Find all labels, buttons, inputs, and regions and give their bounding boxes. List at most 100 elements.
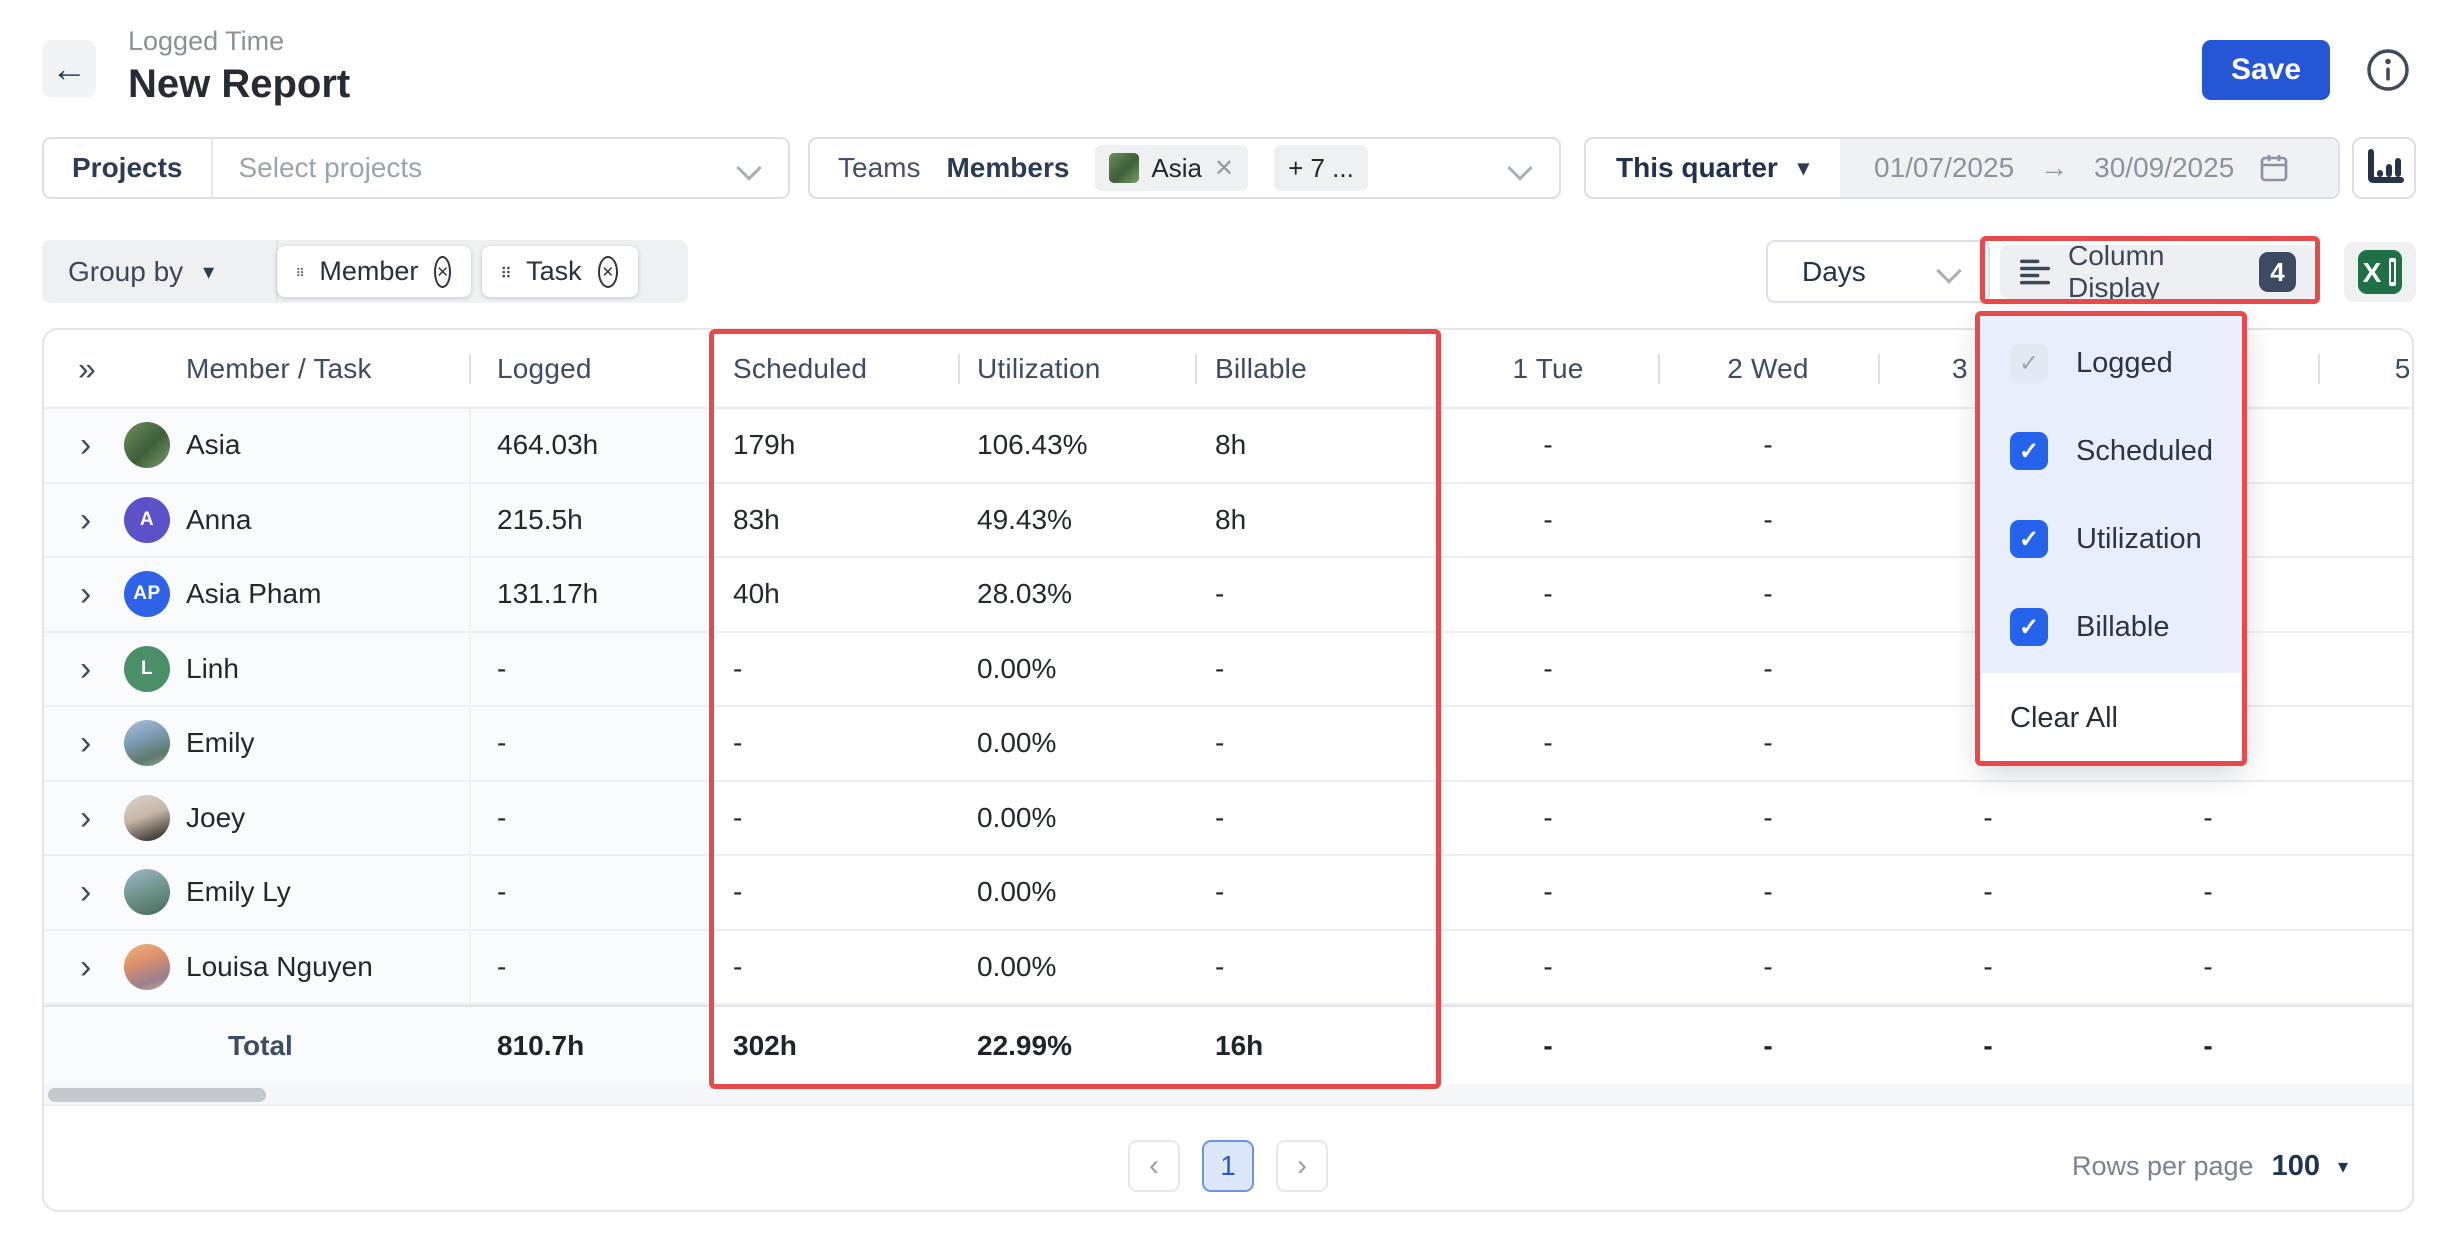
clear-all-button[interactable]: Clear All <box>1980 673 2244 763</box>
date-range-field[interactable]: 01/07/2025 → 30/09/2025 <box>1840 139 2338 197</box>
member-filter-chip[interactable]: Asia ✕ <box>1095 145 1249 191</box>
next-page-button[interactable]: › <box>1276 1140 1328 1192</box>
calendar-icon <box>2260 155 2288 182</box>
menu-item-logged[interactable]: Logged <box>1980 319 2244 407</box>
checkbox-scheduled[interactable] <box>2010 432 2048 470</box>
info-button[interactable] <box>2364 46 2412 94</box>
more-members-chip[interactable]: + 7 ... <box>1274 145 1368 191</box>
scrollbar-thumb[interactable] <box>48 1088 266 1102</box>
scheduled-value: 40h <box>733 578 780 610</box>
group-by-label: Group by <box>68 255 184 287</box>
table-row: › Asia 464.03h 179h 106.43% 8h - - - - <box>44 409 2412 484</box>
day-value: - <box>2203 950 2213 982</box>
day-value: - <box>1543 652 1553 684</box>
projects-filter[interactable]: Projects Select projects <box>42 137 790 199</box>
column-display-button[interactable]: Column Display 4 <box>2000 240 2316 303</box>
avatar: L <box>124 645 170 692</box>
day-value: - <box>1983 950 1993 982</box>
period-preset-label: This quarter <box>1616 152 1778 183</box>
expand-all-icon[interactable]: » <box>78 350 96 386</box>
members-tab[interactable]: Members <box>946 152 1070 183</box>
table-total-row: Total 810.7h 302h 22.99% 16h - - - - <box>44 1005 2412 1084</box>
save-button[interactable]: Save <box>2202 40 2330 100</box>
expand-row-icon[interactable]: › <box>80 500 92 539</box>
interval-value: Days <box>1802 256 1866 287</box>
checkbox-utilization[interactable] <box>2010 520 2048 558</box>
more-members-label: + 7 ... <box>1288 152 1354 183</box>
total-scheduled: 302h <box>733 1029 797 1061</box>
day-value: - <box>1763 727 1773 759</box>
group-chip-task[interactable]: Task ✕ <box>482 246 638 297</box>
day-value: - <box>1763 950 1773 982</box>
day-value: - <box>1763 801 1773 833</box>
current-page-button[interactable]: 1 <box>1202 1140 1254 1192</box>
logged-value: - <box>497 727 507 759</box>
expand-row-icon[interactable]: › <box>80 575 92 614</box>
expand-row-icon[interactable]: › <box>80 426 92 465</box>
total-day-value: - <box>1543 1029 1553 1061</box>
drag-handle-icon[interactable] <box>502 262 510 282</box>
svg-text:X: X <box>2363 257 2382 288</box>
expand-row-icon[interactable]: › <box>80 724 92 763</box>
scheduled-value: - <box>733 727 743 759</box>
billable-value: - <box>1215 801 1225 833</box>
column-header-billable: Billable <box>1215 352 1307 384</box>
day-value: - <box>1543 801 1553 833</box>
group-chip-member[interactable]: Member ✕ <box>277 246 471 297</box>
menu-item-billable[interactable]: Billable <box>1980 583 2244 671</box>
excel-icon: X <box>2358 250 2402 294</box>
caret-down-icon: ▾ <box>203 258 215 284</box>
day-value: - <box>1543 503 1553 535</box>
remove-group-task-icon[interactable]: ✕ <box>597 255 618 288</box>
chevron-down-icon <box>736 155 762 181</box>
back-button[interactable]: ← <box>42 40 96 98</box>
teams-tab[interactable]: Teams <box>838 152 921 183</box>
menu-item-label: Billable <box>2076 610 2170 643</box>
info-icon <box>2367 49 2409 91</box>
utilization-value: 0.00% <box>977 950 1057 982</box>
checkbox-logged[interactable] <box>2010 344 2048 382</box>
drag-handle-icon[interactable] <box>297 262 303 282</box>
rows-per-page-select[interactable]: Rows per page 100 ▾ <box>2072 1140 2348 1192</box>
interval-select[interactable]: Days <box>1766 240 1990 303</box>
divider <box>1658 354 1660 384</box>
expand-row-icon[interactable]: › <box>80 798 92 837</box>
column-header-logged: Logged <box>497 352 592 384</box>
total-utilization: 22.99% <box>977 1029 1072 1061</box>
remove-member-icon[interactable]: ✕ <box>1213 154 1235 182</box>
member-name: Linh <box>186 652 239 684</box>
total-label: Total <box>228 1029 293 1061</box>
total-day-value: - <box>1763 1029 1773 1061</box>
members-filter[interactable]: Teams Members Asia ✕ + 7 ... <box>808 137 1561 199</box>
table-row: › AP Asia Pham 131.17h 40h 28.03% - - - … <box>44 558 2412 633</box>
chart-view-button[interactable] <box>2352 137 2416 199</box>
menu-item-scheduled[interactable]: Scheduled <box>1980 407 2244 495</box>
day-value: - <box>1983 876 1993 908</box>
expand-row-icon[interactable]: › <box>80 873 92 912</box>
export-excel-button[interactable]: X <box>2344 242 2416 302</box>
column-header-day-1: 1 Tue <box>1512 352 1584 384</box>
caret-down-icon: ▾ <box>1797 155 1809 180</box>
avatar <box>124 943 170 990</box>
checkbox-billable[interactable] <box>2010 608 2048 646</box>
rows-per-page-value: 100 <box>2271 1149 2320 1182</box>
period-preset-select[interactable]: This quarter ▾ <box>1586 139 1840 197</box>
day-value: - <box>1543 876 1553 908</box>
column-display-icon <box>2020 259 2050 285</box>
menu-item-utilization[interactable]: Utilization <box>1980 495 2244 583</box>
utilization-value: 0.00% <box>977 801 1057 833</box>
column-header-utilization: Utilization <box>977 352 1101 384</box>
expand-row-icon[interactable]: › <box>80 649 92 688</box>
report-type-subtitle: Logged Time <box>128 26 285 56</box>
member-name: Asia Pham <box>186 578 322 610</box>
total-day-value: - <box>2203 1029 2213 1061</box>
expand-row-icon[interactable]: › <box>80 947 92 986</box>
utilization-value: 106.43% <box>977 429 1088 461</box>
group-by-dropdown[interactable]: Group by ▾ <box>68 240 214 303</box>
table-row: › Emily Ly - - 0.00% - - - - - <box>44 856 2412 931</box>
day-value: - <box>1543 429 1553 461</box>
remove-group-member-icon[interactable]: ✕ <box>434 255 451 288</box>
prev-page-button[interactable]: ‹ <box>1128 1140 1180 1192</box>
menu-item-label: Logged <box>2076 346 2173 379</box>
projects-placeholder: Select projects <box>238 152 423 183</box>
